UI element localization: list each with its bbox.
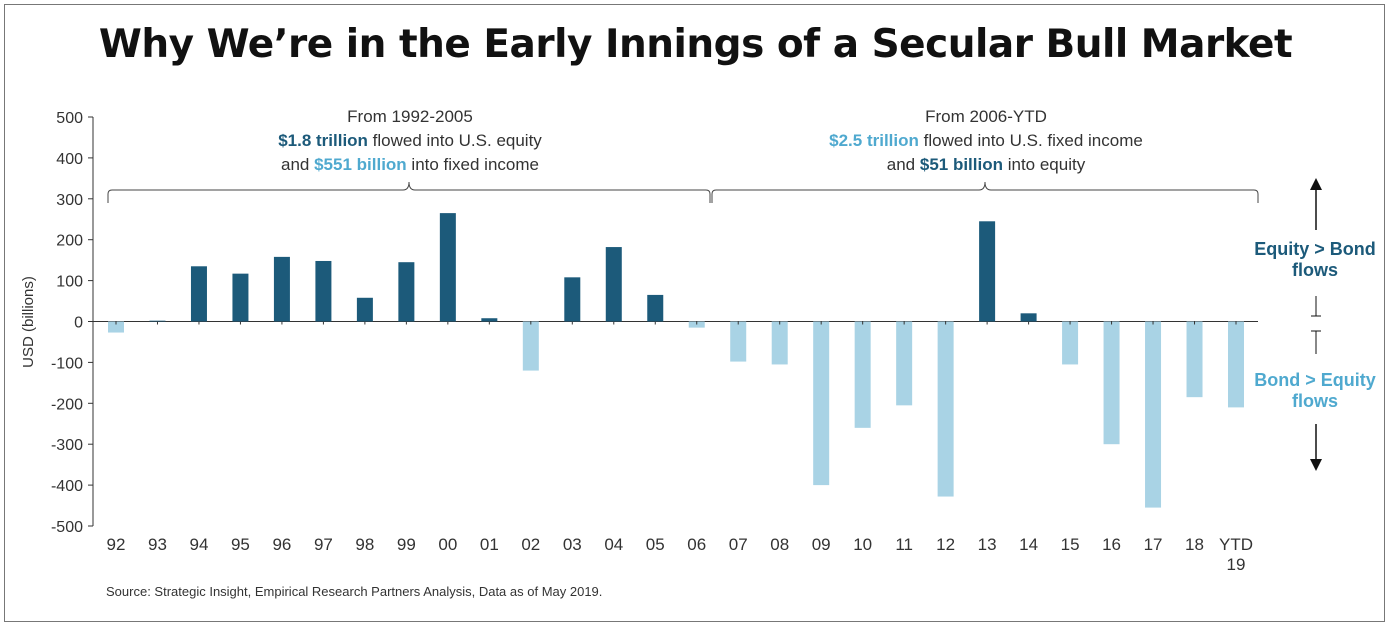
y-tick-label: -100 [51, 355, 83, 372]
x-tick-label: 99 [397, 535, 416, 554]
x-tick-label: YTD 19 [1219, 535, 1253, 574]
bar-10 [854, 321, 871, 428]
x-tick-label: 92 [107, 535, 126, 554]
bars [108, 213, 1244, 508]
x-tick-label: 11 [895, 535, 913, 554]
annotation-right-bond-amount: $2.5 trillion [829, 131, 919, 150]
x-tick-label: 98 [355, 535, 374, 554]
annotation-left-line1: From 1992-2005 [347, 107, 473, 126]
x-tick-label: 94 [190, 535, 209, 554]
annotation-right: From 2006-YTD $2.5 trillion flowed into … [766, 105, 1206, 177]
x-tick-label: 09 [812, 535, 831, 554]
x-tick-label: 01 [480, 535, 499, 554]
bar-09 [813, 321, 830, 486]
annotation-right-equity-amount: $51 billion [919, 155, 1003, 174]
annotation-left-bond-amount: $551 billion [314, 155, 407, 174]
x-tick-label: 14 [1019, 535, 1038, 554]
bar-96 [273, 256, 290, 322]
bar-08 [771, 321, 788, 365]
bar-16 [1103, 321, 1120, 445]
bar-ytd-19 [1228, 321, 1244, 408]
bar-02 [522, 321, 539, 371]
y-tick-label: -500 [51, 519, 83, 536]
y-tick-label: 200 [56, 233, 83, 250]
brace-1992-2005 [107, 181, 711, 203]
x-tick-labels: 92 93 94 95 96 97 98 99 00 01 02 03 04 05 06 07 08 09 10 11… [107, 535, 1253, 574]
x-tick-label: 00 [438, 535, 457, 554]
bar-15 [1062, 321, 1079, 365]
braces [107, 181, 1259, 203]
equity-gt-bond-label: Equity > Bond flows [1254, 239, 1376, 280]
x-tick-label: 02 [521, 535, 540, 554]
y-tick-label: 500 [56, 110, 83, 127]
x-tick-label: 17 [1144, 535, 1163, 554]
bar-14 [1020, 313, 1037, 322]
brace-2006-ytd [711, 181, 1259, 203]
bar-07 [730, 321, 747, 362]
x-tick-label: 05 [646, 535, 665, 554]
bar-97 [315, 260, 332, 322]
y-tick-label: 300 [56, 192, 83, 209]
bar-11 [896, 321, 913, 406]
bar-03 [564, 277, 581, 322]
y-tick-label: 100 [56, 274, 83, 291]
x-tick-label: 95 [231, 535, 250, 554]
bar-93 [149, 320, 166, 322]
x-tick-label: 06 [687, 535, 706, 554]
annotation-left: From 1992-2005 $1.8 trillion flowed into… [190, 105, 630, 177]
x-tick-label: 13 [978, 535, 997, 554]
bar-95 [232, 273, 249, 322]
x-tick-label: 93 [148, 535, 167, 554]
y-axis-label: USD (billions) [20, 276, 37, 368]
bar-98 [356, 297, 373, 322]
annotation-right-line1: From 2006-YTD [925, 107, 1047, 126]
bar-04 [605, 247, 622, 322]
bar-06 [688, 321, 705, 328]
chart-frame [4, 4, 1385, 622]
x-tick-label: 12 [936, 535, 955, 554]
page-title: Why We’re in the Early Innings of a Secu… [98, 22, 1293, 67]
bar-99 [398, 262, 415, 322]
x-tick-label: 08 [770, 535, 789, 554]
side-arrows [1310, 178, 1322, 471]
x-tick-label: 15 [1061, 535, 1080, 554]
bar-13 [979, 221, 996, 322]
x-tick-label: 96 [272, 535, 291, 554]
bar-92 [108, 321, 124, 333]
source-note: Source: Strategic Insight, Empirical Res… [106, 584, 603, 599]
y-tick-label: -400 [51, 478, 83, 495]
bar-18 [1186, 321, 1203, 398]
x-tick-label: 18 [1185, 535, 1204, 554]
bar-05 [647, 294, 664, 322]
bar-00 [439, 213, 456, 322]
x-tick-label: 03 [563, 535, 582, 554]
x-tick-label: 07 [729, 535, 748, 554]
x-tick-label: 16 [1102, 535, 1121, 554]
y-tick-label: 400 [56, 151, 83, 168]
down-arrow-icon [1310, 459, 1322, 471]
up-arrow-icon [1310, 178, 1322, 190]
y-tick-label: -200 [51, 396, 83, 413]
x-tick-label: 10 [853, 535, 872, 554]
bar-01 [481, 318, 498, 322]
bar-94 [190, 266, 207, 322]
x-tick-label: 04 [604, 535, 623, 554]
y-tick-label: -300 [51, 437, 83, 454]
y-tick-label: 0 [74, 315, 83, 332]
bar-12 [937, 321, 954, 497]
x-tick-label: 97 [314, 535, 333, 554]
bond-gt-equity-label: Bond > Equity flows [1254, 370, 1376, 411]
annotation-left-equity-amount: $1.8 trillion [278, 131, 368, 150]
bar-17 [1145, 321, 1162, 508]
